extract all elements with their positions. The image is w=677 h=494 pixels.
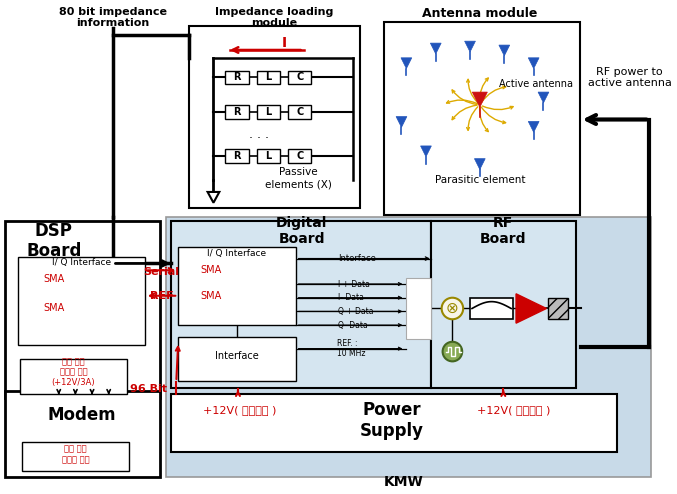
Text: Power
Supply: Power Supply <box>359 401 424 440</box>
FancyBboxPatch shape <box>171 394 617 453</box>
Text: SMA: SMA <box>200 265 221 275</box>
Text: KMW: KMW <box>384 475 423 489</box>
Polygon shape <box>396 117 407 127</box>
FancyBboxPatch shape <box>431 221 575 388</box>
Polygon shape <box>420 146 431 157</box>
Text: 변도 전원
업닥타 사용: 변도 전원 업닥타 사용 <box>62 445 89 464</box>
Text: R: R <box>233 151 241 161</box>
Polygon shape <box>516 294 546 323</box>
FancyBboxPatch shape <box>178 337 296 381</box>
Text: REF: REF <box>150 291 173 301</box>
FancyBboxPatch shape <box>384 22 580 215</box>
Text: Antenna module: Antenna module <box>422 7 538 20</box>
Text: I- Data: I- Data <box>338 293 364 302</box>
Circle shape <box>443 342 462 362</box>
FancyBboxPatch shape <box>288 149 311 163</box>
Circle shape <box>441 298 463 319</box>
Text: L: L <box>265 151 271 161</box>
FancyBboxPatch shape <box>178 247 296 325</box>
Text: +12V( 변경가능 ): +12V( 변경가능 ) <box>477 406 551 415</box>
Text: I/ Q Interface: I/ Q Interface <box>51 258 111 267</box>
Text: Serial: Serial <box>144 267 179 277</box>
Text: I + Data: I + Data <box>338 280 370 288</box>
FancyBboxPatch shape <box>167 217 651 477</box>
Text: . . .: . . . <box>250 127 269 141</box>
FancyBboxPatch shape <box>288 105 311 119</box>
Text: DSP
Board: DSP Board <box>26 221 81 260</box>
Polygon shape <box>538 92 549 103</box>
Polygon shape <box>528 122 539 132</box>
Text: L: L <box>265 73 271 82</box>
FancyBboxPatch shape <box>548 298 568 319</box>
FancyBboxPatch shape <box>22 442 129 471</box>
Text: Q- Data: Q- Data <box>338 321 368 329</box>
Text: Interface: Interface <box>215 351 259 362</box>
FancyBboxPatch shape <box>470 298 513 319</box>
FancyBboxPatch shape <box>225 71 248 84</box>
FancyBboxPatch shape <box>288 71 311 84</box>
Text: Interface: Interface <box>338 254 376 263</box>
Polygon shape <box>401 58 412 69</box>
FancyBboxPatch shape <box>406 278 431 339</box>
Polygon shape <box>208 192 219 203</box>
Text: C: C <box>296 151 303 161</box>
Text: Digital
Board: Digital Board <box>276 216 327 246</box>
FancyBboxPatch shape <box>20 360 127 394</box>
Text: REF. :
10 MHz: REF. : 10 MHz <box>337 339 366 358</box>
Text: Modem: Modem <box>48 406 116 424</box>
Text: I: I <box>282 36 286 50</box>
FancyBboxPatch shape <box>257 71 280 84</box>
Text: Passive
elements (X): Passive elements (X) <box>265 167 332 189</box>
FancyBboxPatch shape <box>257 149 280 163</box>
Polygon shape <box>464 41 475 52</box>
Text: RF power to
active antenna: RF power to active antenna <box>588 67 672 88</box>
FancyBboxPatch shape <box>189 27 360 207</box>
Text: Impedance loading
module: Impedance loading module <box>215 7 333 29</box>
Text: 80 bit impedance
information: 80 bit impedance information <box>59 7 167 29</box>
FancyBboxPatch shape <box>225 149 248 163</box>
FancyBboxPatch shape <box>5 221 160 398</box>
Text: L: L <box>265 107 271 117</box>
Text: ⊗: ⊗ <box>446 301 459 316</box>
Text: 변도 전원
업닥타 사용
(+12V/3A): 변도 전원 업닥타 사용 (+12V/3A) <box>51 357 95 387</box>
Polygon shape <box>528 58 539 69</box>
Text: 96 Bit: 96 Bit <box>131 384 167 394</box>
FancyBboxPatch shape <box>18 256 145 345</box>
FancyBboxPatch shape <box>5 391 160 477</box>
Text: R: R <box>233 107 241 117</box>
FancyBboxPatch shape <box>257 105 280 119</box>
Text: Parasitic element: Parasitic element <box>435 175 525 185</box>
Polygon shape <box>499 45 510 56</box>
Text: Active antenna: Active antenna <box>500 79 573 89</box>
Text: C: C <box>296 73 303 82</box>
FancyBboxPatch shape <box>171 221 431 388</box>
Text: C: C <box>296 107 303 117</box>
FancyBboxPatch shape <box>225 105 248 119</box>
Text: R: R <box>233 73 241 82</box>
Text: +12V( 변경가능 ): +12V( 변경가능 ) <box>203 406 277 415</box>
Polygon shape <box>475 159 485 169</box>
Text: RF
Board: RF Board <box>480 216 527 246</box>
Text: SMA: SMA <box>43 302 64 313</box>
Text: SMA: SMA <box>43 274 64 284</box>
Text: Q + Data: Q + Data <box>338 307 373 316</box>
Text: I/ Q Interface: I/ Q Interface <box>207 249 267 258</box>
Polygon shape <box>473 92 487 107</box>
Polygon shape <box>431 43 441 54</box>
Text: SMA: SMA <box>200 291 221 301</box>
